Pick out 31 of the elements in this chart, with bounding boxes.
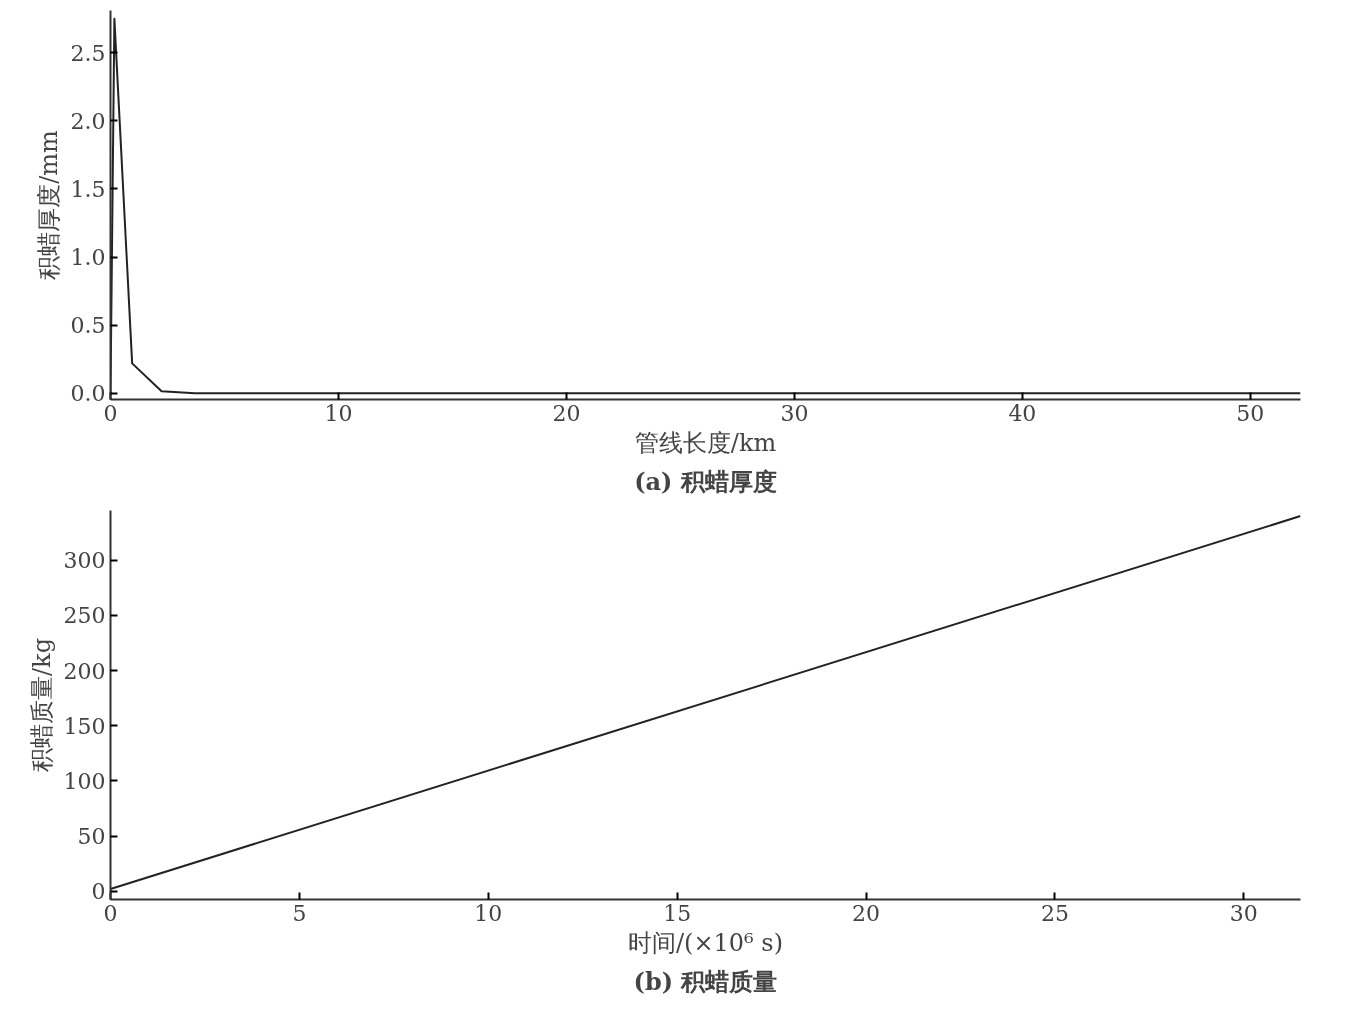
y-tick-label: 2.0 — [70, 108, 106, 134]
y-tick-label: 200 — [63, 658, 106, 684]
x-tick-label: 10 — [474, 900, 503, 926]
text: (a) 积蜡厚度 — [634, 466, 777, 496]
x-axis-title: 时间/(×10⁶ s) — [627, 928, 784, 957]
y-tick-label: 0 — [91, 879, 106, 905]
x-tick-label: 50 — [1236, 400, 1265, 426]
y-axis-title: 积蜡质量/kg — [27, 638, 56, 772]
y-tick-label: 0.5 — [70, 313, 106, 339]
x-tick-label: 20 — [852, 900, 881, 926]
y-axis-title: 积蜡厚度/mm — [34, 129, 63, 280]
x-tick-label: 30 — [1229, 900, 1258, 926]
y-tick-label: 250 — [63, 603, 106, 629]
x-tick-label: 10 — [324, 400, 353, 426]
x-tick-label: 40 — [1008, 400, 1037, 426]
y-tick-label: 1.5 — [70, 176, 106, 202]
y-tick-label: 0.0 — [70, 381, 106, 407]
text: (b) 积蜡质量 — [633, 966, 778, 996]
y-tick-label: 150 — [63, 713, 106, 739]
y-tick-label: 300 — [63, 548, 106, 574]
x-tick-label: 30 — [780, 400, 809, 426]
x-tick-label: 5 — [292, 900, 307, 926]
y-tick-label: 50 — [77, 824, 106, 850]
x-tick-label: 20 — [552, 400, 581, 426]
y-tick-label: 1.0 — [70, 245, 106, 271]
x-tick-label: 25 — [1040, 900, 1069, 926]
x-tick-label: 15 — [663, 900, 692, 926]
y-tick-label: 2.5 — [70, 40, 106, 66]
line-series — [110, 17, 1301, 395]
y-tick-label: 100 — [63, 768, 106, 794]
x-axis-title: 管线长度/km — [634, 428, 777, 457]
